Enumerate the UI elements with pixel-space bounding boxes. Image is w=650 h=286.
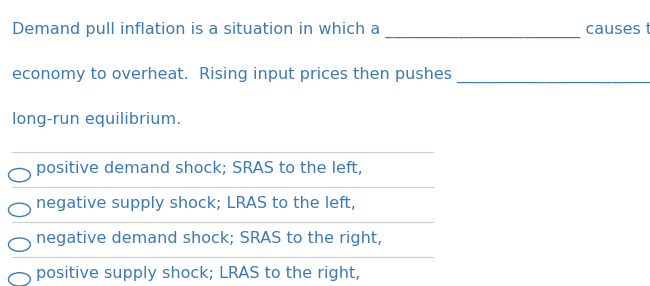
Text: negative supply shock; LRAS to the left,: negative supply shock; LRAS to the left,: [36, 196, 356, 211]
Text: economy to overheat.  Rising input prices then pushes ________________________ba: economy to overheat. Rising input prices…: [12, 67, 650, 83]
Text: long-run equilibrium.: long-run equilibrium.: [12, 112, 181, 127]
Text: Demand pull inflation is a situation in which a ________________________ causes : Demand pull inflation is a situation in …: [12, 21, 650, 38]
Text: negative demand shock; SRAS to the right,: negative demand shock; SRAS to the right…: [36, 231, 382, 246]
Text: positive demand shock; SRAS to the left,: positive demand shock; SRAS to the left,: [36, 162, 363, 176]
Text: positive supply shock; LRAS to the right,: positive supply shock; LRAS to the right…: [36, 266, 360, 281]
